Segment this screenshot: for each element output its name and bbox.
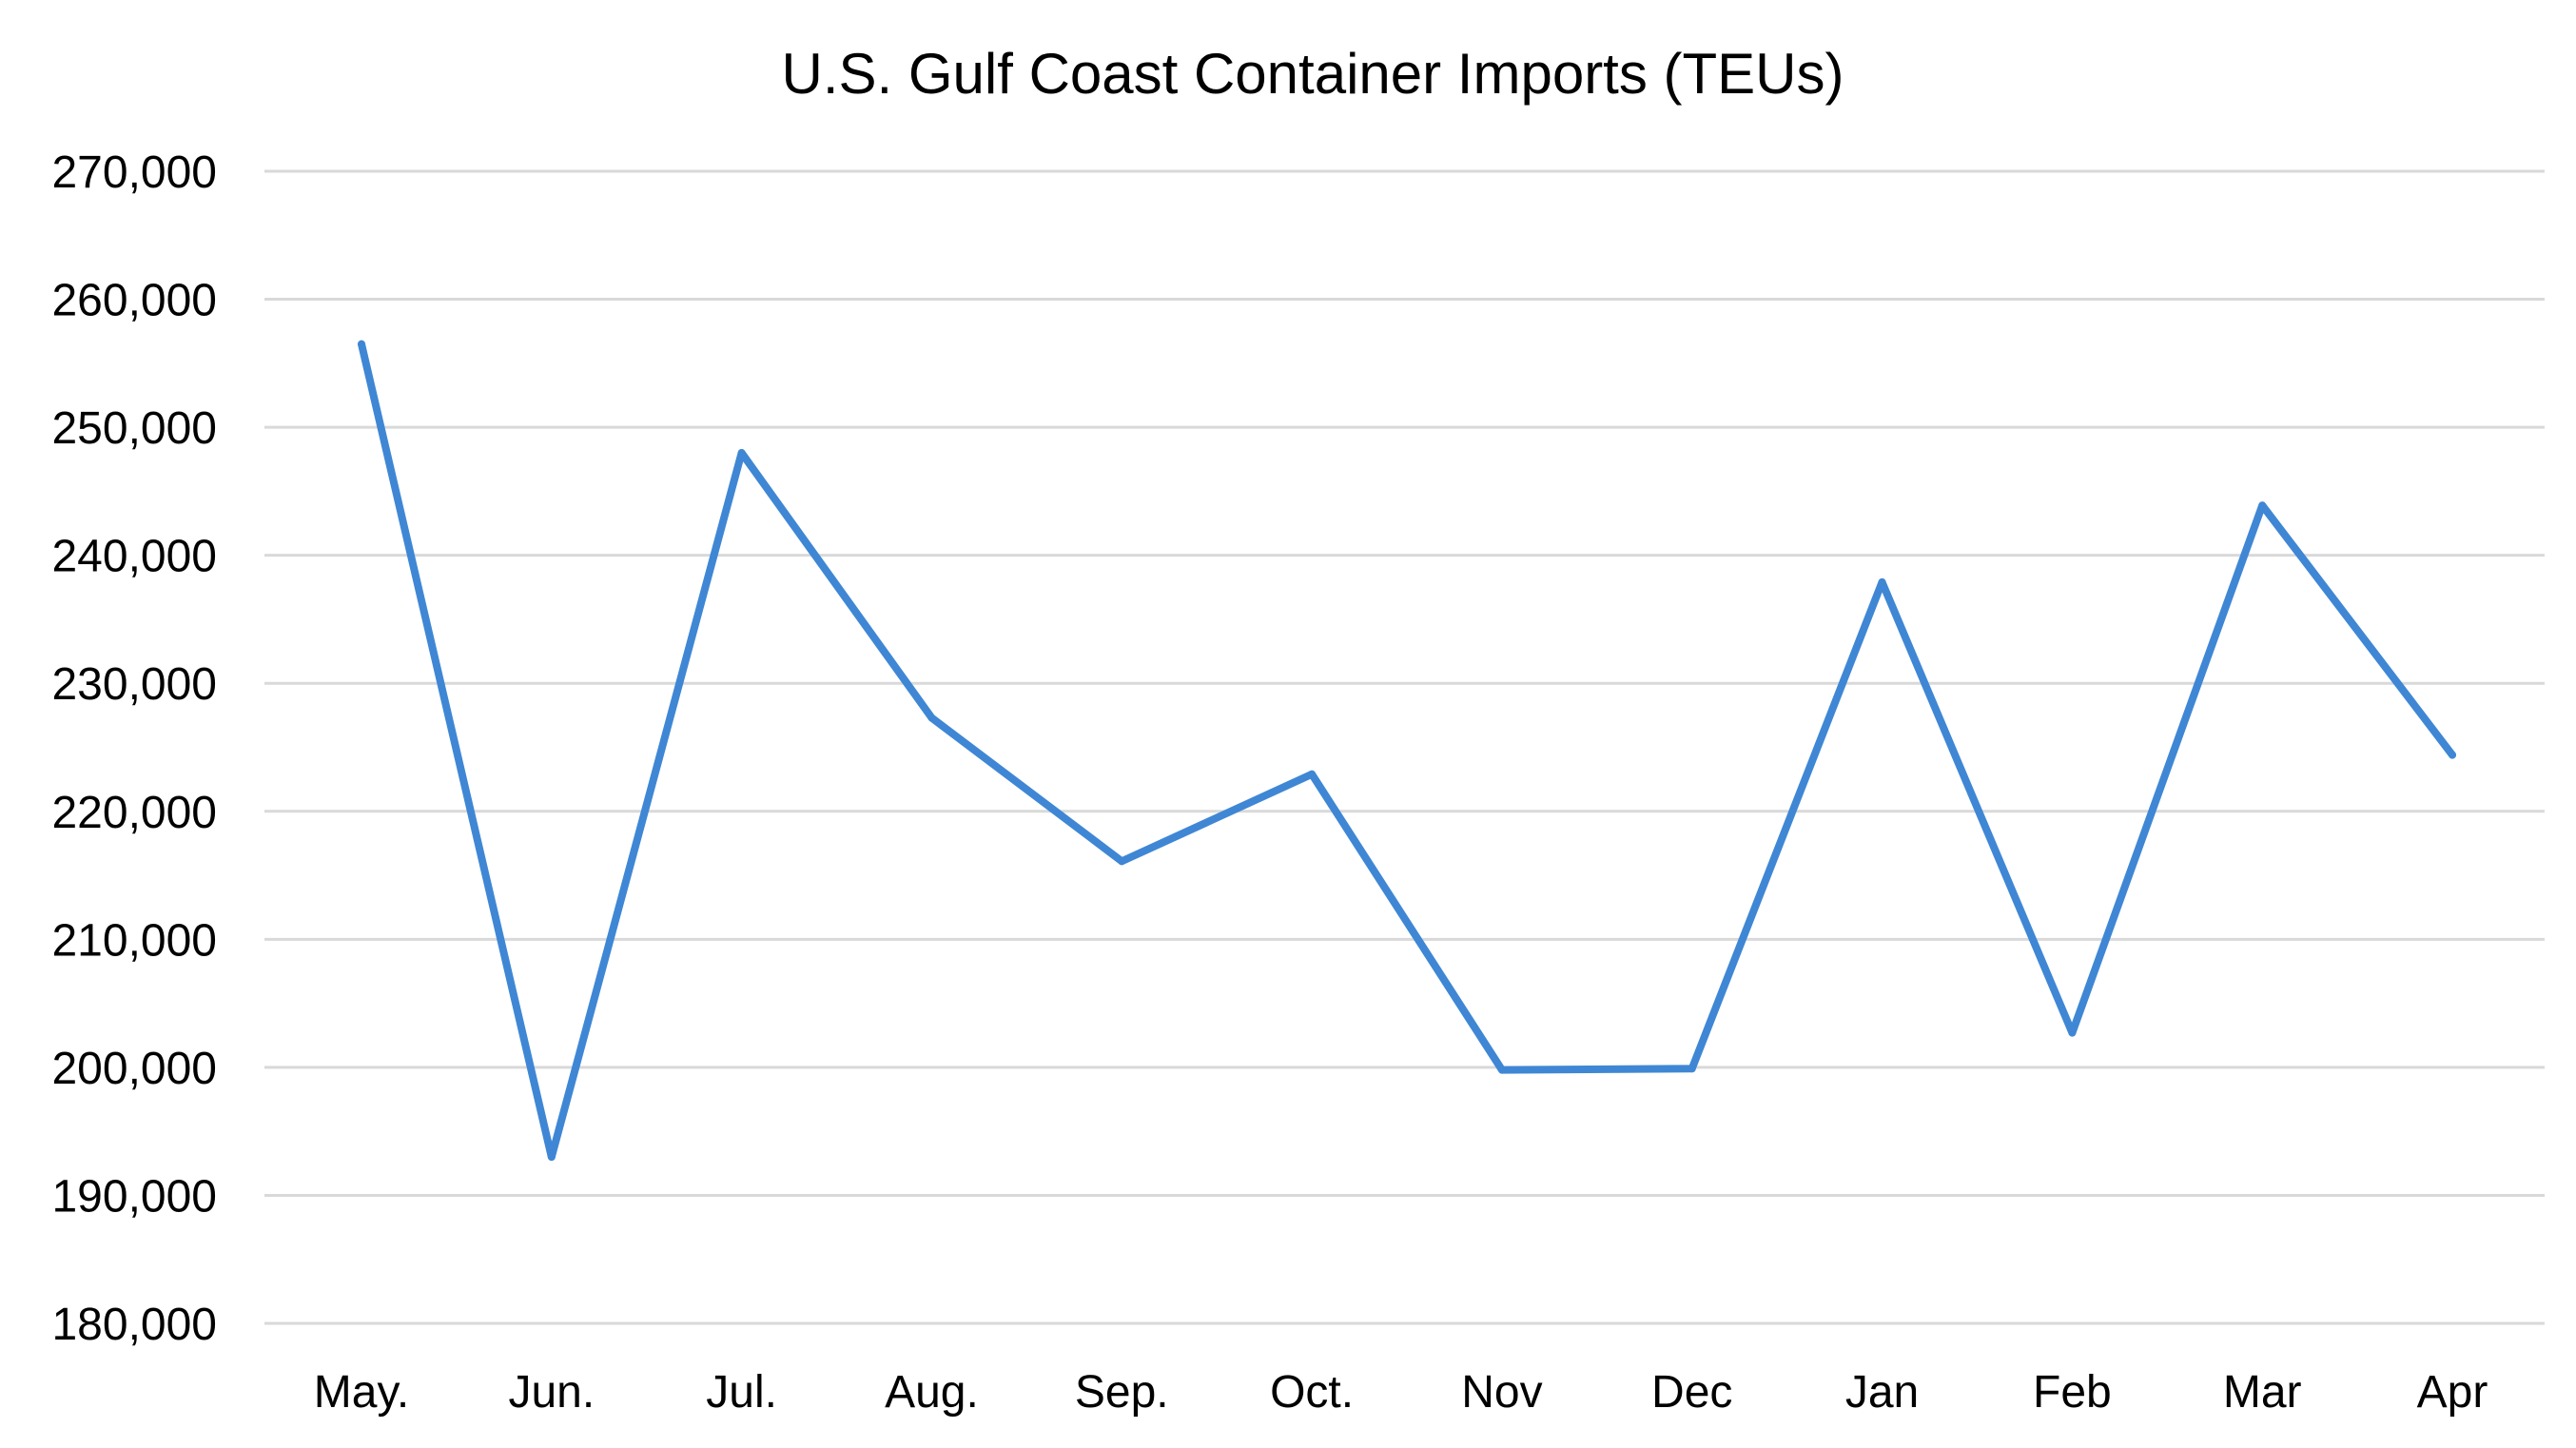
y-tick-label: 270,000 (51, 147, 217, 198)
x-tick-label: Oct. (1270, 1367, 1354, 1418)
data-point (1497, 1066, 1506, 1074)
data-point (1118, 857, 1126, 866)
x-tick-label: Jul. (706, 1367, 777, 1418)
data-point (737, 449, 746, 458)
data-point (1878, 577, 1886, 586)
x-axis-tick-labels: May. Jun. Jul. Aug. Sep. Oct. Nov Dec Jan Feb Mar A… (314, 1367, 2488, 1418)
data-point (547, 1153, 556, 1162)
x-tick-label: Mar (2223, 1367, 2302, 1418)
chart-title: U.S. Gulf Coast Container Imports (TEUs) (782, 42, 1844, 106)
x-tick-label: Sep. (1075, 1367, 1169, 1418)
data-point (2258, 501, 2267, 510)
data-point (2449, 751, 2456, 759)
x-tick-label: May. (314, 1367, 409, 1418)
series-line (358, 340, 2456, 1162)
y-tick-label: 220,000 (51, 788, 217, 838)
y-tick-label: 210,000 (51, 915, 217, 966)
y-axis-tick-labels: 180,000 190,000 200,000 210,000 220,000 230,0… (51, 147, 217, 1350)
y-tick-label: 200,000 (51, 1044, 217, 1094)
y-tick-label: 230,000 (51, 659, 217, 710)
x-tick-label: Nov (1461, 1367, 1542, 1418)
y-tick-label: 190,000 (51, 1171, 217, 1222)
x-tick-label: Jan (1845, 1367, 1919, 1418)
x-tick-label: Apr (2417, 1367, 2488, 1418)
gridlines (264, 169, 2545, 1325)
data-point (1308, 770, 1317, 778)
y-tick-label: 250,000 (51, 403, 217, 454)
y-tick-label: 180,000 (51, 1300, 217, 1350)
data-point (927, 714, 936, 722)
data-point (1688, 1065, 1696, 1073)
x-tick-label: Dec (1651, 1367, 1732, 1418)
x-tick-label: Feb (2033, 1367, 2112, 1418)
series-layer (358, 340, 2456, 1162)
x-tick-label: Jun. (508, 1367, 595, 1418)
y-tick-label: 260,000 (51, 276, 217, 326)
data-point (2068, 1028, 2077, 1037)
data-point (358, 340, 365, 348)
x-tick-label: Aug. (885, 1367, 979, 1418)
y-tick-label: 240,000 (51, 532, 217, 582)
